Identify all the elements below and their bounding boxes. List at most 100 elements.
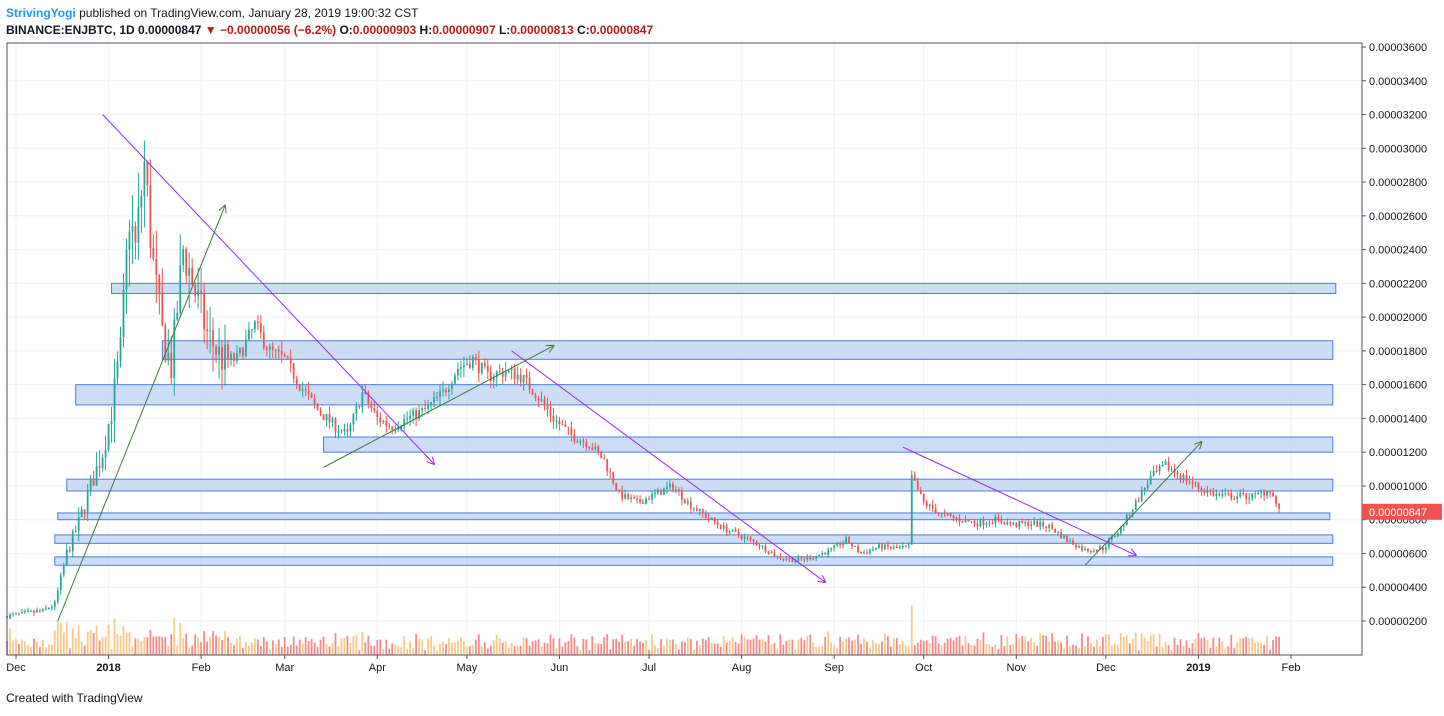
volume-bar <box>134 638 137 655</box>
candle-body <box>842 542 845 546</box>
candle-body <box>1125 514 1128 525</box>
volume-bar <box>913 645 916 655</box>
candle-body <box>1045 526 1048 528</box>
volume-bar <box>645 640 647 655</box>
candle-body <box>409 415 412 419</box>
candle-body <box>1027 521 1030 526</box>
candle-body <box>1015 522 1018 527</box>
volume-bar <box>128 632 131 655</box>
volume-bar <box>158 636 161 655</box>
volume-bar <box>666 638 668 655</box>
candle-body <box>1110 536 1113 540</box>
candle-body <box>74 531 77 533</box>
volume-bar <box>1087 636 1089 655</box>
volume-bar <box>537 639 540 655</box>
candle-body <box>424 408 426 410</box>
volume-bar <box>901 641 904 655</box>
candle-body <box>1122 524 1125 527</box>
volume-bar <box>806 635 809 655</box>
candle-body <box>122 289 125 337</box>
candle-body <box>973 521 976 524</box>
volume-bar <box>430 636 432 655</box>
candle-body <box>1140 490 1143 502</box>
candle-body <box>1131 509 1134 516</box>
candle-body <box>701 508 704 514</box>
volume-bar <box>907 646 910 655</box>
tradingview-logo[interactable]: TradingView <box>76 691 143 705</box>
candle-body <box>358 406 361 408</box>
volume-bar <box>663 645 665 655</box>
volume-bar <box>821 646 824 655</box>
candle-body <box>161 292 164 326</box>
volume-bar <box>683 642 686 655</box>
candle-body <box>758 545 761 547</box>
candle-body <box>140 196 143 208</box>
volume-bar <box>1140 633 1143 655</box>
candle-body <box>624 493 627 499</box>
volume-bar <box>116 633 119 655</box>
candle-body <box>609 471 612 473</box>
candle-body <box>872 549 874 551</box>
volume-bar <box>236 638 238 655</box>
candle-body <box>167 352 170 361</box>
candle-body <box>898 547 901 549</box>
volume-bar <box>167 645 170 655</box>
candle-body <box>44 608 47 610</box>
candle-body <box>364 392 367 394</box>
volume-bar <box>248 645 250 655</box>
candle-body <box>612 472 615 484</box>
candle-body <box>1194 482 1197 484</box>
volume-bar <box>534 640 537 655</box>
volume-bar <box>400 647 403 655</box>
volume-bar <box>1090 642 1092 655</box>
volume-bar <box>839 636 842 655</box>
time-axis: Dec 2018 Feb Mar Apr May Jun Jul Aug Sep Oct Nov Dec… <box>6 655 1300 674</box>
volume-bar <box>1099 646 1101 655</box>
volume-bar <box>262 636 265 655</box>
candle-body <box>95 466 98 486</box>
author-name[interactable]: StrivingYogi <box>6 6 76 20</box>
volume-bar <box>910 605 913 655</box>
volume-bar <box>507 647 510 655</box>
volume-bar <box>570 634 573 655</box>
candle-body <box>418 410 420 419</box>
volume-bar <box>558 638 561 655</box>
volume-bar <box>934 636 937 655</box>
candle-body <box>239 348 241 354</box>
candle-body <box>454 375 456 384</box>
volume-bar <box>95 625 98 655</box>
volume-bar <box>313 642 316 655</box>
volume-bar <box>170 634 173 655</box>
candle-body <box>680 490 683 500</box>
volume-bar <box>812 642 815 655</box>
candle-body <box>158 274 161 293</box>
volume-bar <box>1164 641 1167 655</box>
volume-bar <box>9 628 11 655</box>
volume-bar <box>460 637 462 655</box>
volume-bar <box>197 637 200 655</box>
candle-body <box>555 420 558 422</box>
candle-body <box>764 545 767 552</box>
volume-bar <box>946 638 949 655</box>
volume-bar <box>585 639 588 655</box>
volume-bar <box>1182 645 1185 655</box>
volume-bar <box>782 644 785 655</box>
candle-body <box>1221 494 1224 496</box>
candle-body <box>1078 546 1080 548</box>
candle-body <box>576 441 579 443</box>
volume-bar <box>597 643 600 655</box>
candle-body <box>92 478 95 486</box>
volume-bar <box>528 645 531 655</box>
volume-bar <box>1107 634 1110 655</box>
volume-bar <box>149 629 152 655</box>
candle-body <box>286 356 289 358</box>
volume-bar <box>612 639 615 655</box>
volume-bar <box>633 645 635 655</box>
candle-body <box>922 493 925 502</box>
candle-body <box>439 391 441 398</box>
volume-bar <box>582 638 585 655</box>
candle-body <box>1030 524 1033 526</box>
candlesticks <box>6 140 1280 620</box>
volume-bar <box>245 641 247 655</box>
